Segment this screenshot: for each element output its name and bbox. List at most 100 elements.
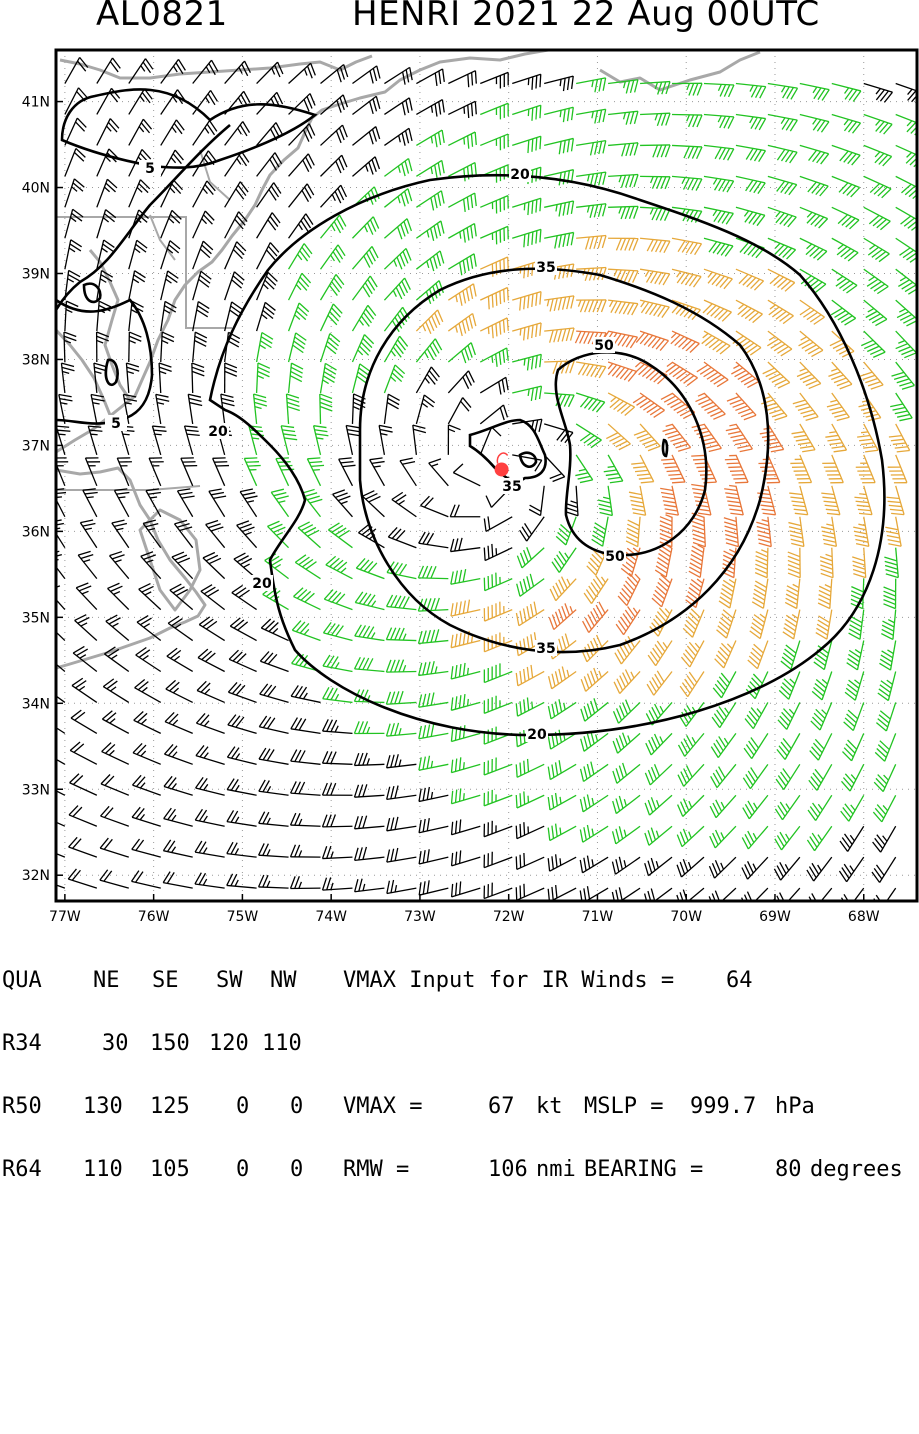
wind-barb (849, 610, 864, 640)
barb-feather (203, 879, 206, 885)
barb-feather (531, 388, 533, 401)
barb-feather (725, 459, 738, 460)
barb-feather (459, 695, 460, 708)
barb-feather (397, 257, 402, 269)
barb-feather (451, 697, 452, 710)
wind-barb (789, 486, 807, 515)
wind-barb (134, 712, 161, 734)
barb-feather (387, 881, 390, 894)
wind-barb (97, 179, 117, 207)
barb-feather (468, 668, 469, 675)
barb-feather (601, 300, 606, 312)
barb-feather (455, 759, 456, 772)
barb-feather (496, 323, 497, 336)
barb-feather (374, 466, 381, 467)
barb-feather (621, 175, 625, 187)
barb-feather (854, 680, 860, 684)
barb-feather (834, 450, 847, 452)
wind-barb (484, 516, 512, 531)
wind-barb (516, 791, 544, 808)
wind-barb (129, 271, 146, 300)
wind-barb (691, 455, 716, 483)
wind-barb (576, 362, 606, 378)
barb-feather (564, 703, 565, 710)
barb-feather (680, 832, 685, 844)
barb-feather (475, 163, 476, 176)
wind-barb (516, 822, 544, 838)
barb-feather (395, 723, 399, 735)
barb-feather (506, 377, 508, 390)
wind-barb (448, 284, 476, 306)
barb-feather (283, 434, 296, 436)
wind-barb (800, 145, 829, 164)
wind-barb (580, 825, 608, 842)
wind-barb (416, 160, 444, 177)
wind-barb (198, 649, 225, 671)
barb-feather (689, 801, 692, 807)
barb-feather (524, 699, 525, 712)
wind-barb (195, 809, 224, 826)
barb-feather (500, 291, 501, 304)
barb-feather (405, 161, 408, 174)
barb-feather (693, 83, 698, 95)
wind-barb (883, 579, 895, 609)
barb-feather (776, 212, 781, 217)
barb-feather (692, 522, 704, 526)
wind-barb (640, 300, 669, 317)
wind-barb (80, 520, 96, 548)
barb-feather (837, 276, 843, 280)
barb-feather (571, 201, 573, 214)
barb-feather (721, 863, 724, 869)
barb-feather (406, 248, 411, 260)
wind-barb (480, 165, 508, 183)
cell: 130 (83, 1096, 123, 1117)
wind-barb (324, 590, 352, 610)
barb-feather (407, 219, 411, 231)
barb-feather (431, 167, 432, 174)
barb-feather (725, 530, 737, 534)
barb-feather (429, 459, 441, 463)
wind-barb (416, 100, 444, 117)
barb-feather (327, 783, 332, 795)
wind-barb (132, 807, 161, 826)
wind-barb (451, 663, 480, 679)
barb-feather (431, 761, 432, 768)
barb-feather (528, 358, 530, 371)
wind-barb (192, 363, 204, 393)
barb-feather (520, 671, 522, 684)
barb-feather (560, 79, 561, 86)
barb-feather (694, 497, 707, 499)
barb-feather (451, 666, 453, 679)
barb-feather (558, 298, 561, 311)
barb-feather (452, 822, 453, 835)
barb-feather (562, 606, 566, 618)
barb-feather (559, 669, 562, 682)
wind-barb (886, 486, 904, 515)
barb-feather (730, 471, 743, 472)
barb-feather (698, 513, 711, 515)
wind-barb (257, 363, 270, 393)
barb-feather (376, 96, 380, 109)
barb-feather (587, 704, 591, 716)
barb-feather (563, 234, 565, 247)
wind-barb (881, 610, 895, 640)
barb-feather (663, 463, 676, 464)
wind-barb (774, 888, 800, 910)
wind-barb (512, 386, 541, 401)
barb-feather (820, 557, 832, 561)
wind-barb (758, 455, 779, 483)
barb-feather (353, 407, 359, 410)
barb-feather (370, 458, 383, 460)
barb-feather (398, 227, 402, 239)
barb-feather (56, 426, 69, 427)
barb-feather (595, 79, 597, 92)
wind-barb (322, 815, 352, 827)
barb-feather (898, 341, 904, 344)
barb-feather (475, 132, 476, 145)
wind-barb (271, 489, 288, 517)
barb-feather (611, 397, 616, 402)
wind-barb (512, 105, 541, 121)
barb-feather (399, 728, 401, 735)
barb-feather (438, 163, 440, 176)
col-nw: NW (270, 970, 297, 991)
